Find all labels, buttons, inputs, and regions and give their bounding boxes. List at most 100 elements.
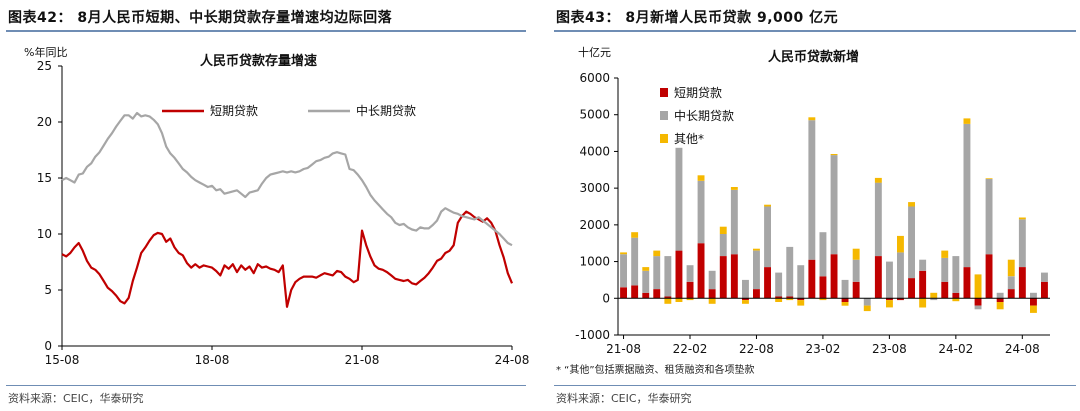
right-bar-segment-other [686, 298, 694, 301]
right-y-tick-label: 3000 [579, 181, 610, 195]
right-bar-segment-long-term [863, 298, 871, 306]
right-bar-segment-other [697, 175, 705, 181]
right-bar-segment-short-term [797, 298, 805, 301]
right-bar-segment-long-term [775, 272, 783, 297]
right-y-tick-label: 2000 [579, 218, 610, 232]
right-bar-segment-other [808, 117, 816, 121]
right-bar-segment-long-term [664, 256, 672, 297]
right-bar-segment-other [974, 274, 982, 299]
right-y-tick-label: 4000 [579, 144, 610, 158]
left-x-tick-label: 15-08 [45, 353, 80, 367]
right-bar-segment-long-term [786, 246, 794, 297]
right-bar-segment-long-term [742, 279, 749, 299]
right-bar-chart: -1000 0 1000 2000 3000 4000 5000 6000 21-08 22-02… [575, 71, 1050, 356]
right-bar-segment-long-term [963, 123, 971, 268]
right-bar-segment-short-term [642, 292, 650, 299]
left-series-line-short-term [61, 210, 514, 308]
left-y-tick-label: 5 [44, 283, 52, 297]
right-figure-title: 图表43： 8月新增人民币贷款 9,000 亿元 [556, 10, 839, 26]
right-bar-segment-short-term [819, 276, 827, 299]
right-bar-segment-long-term [1041, 272, 1048, 282]
right-legend-swatch [660, 111, 668, 120]
right-bar-segment-other [719, 226, 727, 234]
left-x-tick-label: 21-08 [345, 353, 380, 367]
right-bar-segment-other [742, 300, 749, 304]
left-x-tick-label: 24-08 [495, 353, 530, 367]
right-bar-segment-long-term [1007, 276, 1015, 290]
right-bar-segment-other [941, 250, 949, 258]
right-y-tick-label: 0 [602, 291, 610, 305]
right-bar-segment-other [620, 252, 627, 255]
left-y-tick-label: 25 [37, 59, 52, 73]
right-y-unit-label: 十亿元 [578, 46, 611, 59]
right-bar-segment-short-term [830, 254, 838, 299]
right-bar-segment-short-term [686, 281, 694, 299]
right-bar-segment-long-term [808, 120, 816, 260]
right-bar-segment-short-term [675, 250, 683, 299]
right-bar-segment-long-term [908, 206, 915, 279]
right-bar-segment-other [897, 235, 904, 253]
right-bar-segment-short-term [786, 296, 794, 299]
right-bar-segment-short-term [897, 298, 904, 301]
right-bar-segment-other [708, 298, 716, 304]
right-x-tick-label: 23-02 [805, 342, 840, 356]
right-bar-segment-long-term [653, 256, 661, 290]
right-bar-segment-long-term [985, 179, 993, 255]
right-figure-panel: 图表43： 8月新增人民币贷款 9,000 亿元 人民币贷款新增 十亿元 -10… [548, 0, 1080, 411]
right-y-tick-label: 6000 [579, 71, 610, 85]
right-bar-segment-short-term [653, 289, 661, 299]
right-bar-segment-other [786, 298, 794, 301]
right-bar-segment-other [797, 300, 805, 306]
right-bar-segment-short-term [764, 267, 771, 299]
left-y-tick-label: 15 [37, 171, 52, 185]
right-bar-segment-long-term [631, 237, 639, 286]
right-bar-segment-short-term [753, 289, 760, 299]
right-bar-segment-other [863, 305, 871, 312]
right-bar-segment-long-term [930, 298, 938, 301]
right-title-rule [554, 30, 1076, 32]
right-bar-segment-other [919, 298, 927, 308]
right-legend-swatch [660, 134, 668, 143]
right-bar-segment-long-term [686, 265, 694, 282]
right-source-note: 资料来源：CEIC，华泰研究 [556, 392, 692, 405]
right-bar-segment-other [963, 118, 971, 124]
right-bar-segment-long-term [697, 180, 705, 244]
right-bar-segment-short-term [908, 278, 915, 299]
right-bar-segment-short-term [996, 298, 1004, 302]
right-bar-segment-other [985, 178, 993, 179]
right-legend-label: 其他* [674, 132, 704, 146]
right-bar-segment-other [653, 250, 661, 257]
right-bar-segment-short-term [952, 292, 960, 299]
right-bar-segment-short-term [1041, 281, 1048, 299]
left-y-tick-label: 10 [37, 227, 52, 241]
right-bar-segment-long-term [996, 292, 1004, 299]
right-bar-segment-short-term [919, 270, 927, 299]
right-bar-segment-other [642, 267, 650, 271]
right-bar-segment-long-term [620, 254, 627, 288]
left-legend-label: 中长期贷款 [356, 103, 416, 118]
right-legend-swatch [660, 88, 668, 97]
right-bar-segment-short-term [730, 254, 738, 299]
right-bar-segment-short-term [963, 267, 971, 299]
right-bar-segment-short-term [708, 289, 716, 299]
left-line-chart: 0 5 10 15 20 25 15-08 18-08 21-08 24-08 短期贷款 中长期贷款 [37, 59, 530, 367]
right-bar-segment-other [996, 302, 1004, 310]
right-bar-segment-long-term [642, 270, 650, 293]
right-bar-segment-other [852, 248, 860, 260]
right-bar-segment-short-term [808, 259, 816, 299]
right-bar-segment-other [675, 298, 683, 302]
right-bar-segment-long-term [797, 265, 805, 299]
left-title-rule [6, 30, 526, 32]
right-bar-segment-long-term [753, 250, 760, 290]
right-bar-segment-long-term [819, 232, 827, 277]
right-bar-segment-short-term [1018, 267, 1026, 299]
right-bar-segment-other [753, 248, 760, 251]
right-bar-segment-long-term [1018, 219, 1026, 267]
right-bar-segment-long-term [764, 206, 771, 268]
right-y-tick-label: 5000 [579, 108, 610, 122]
right-bar-segment-other [874, 177, 882, 183]
right-bar-segment-other [886, 300, 893, 308]
right-x-tick-label: 23-08 [872, 342, 907, 356]
right-chart-title: 人民币贷款新增 [768, 50, 860, 65]
right-bar-segment-long-term [830, 155, 838, 255]
